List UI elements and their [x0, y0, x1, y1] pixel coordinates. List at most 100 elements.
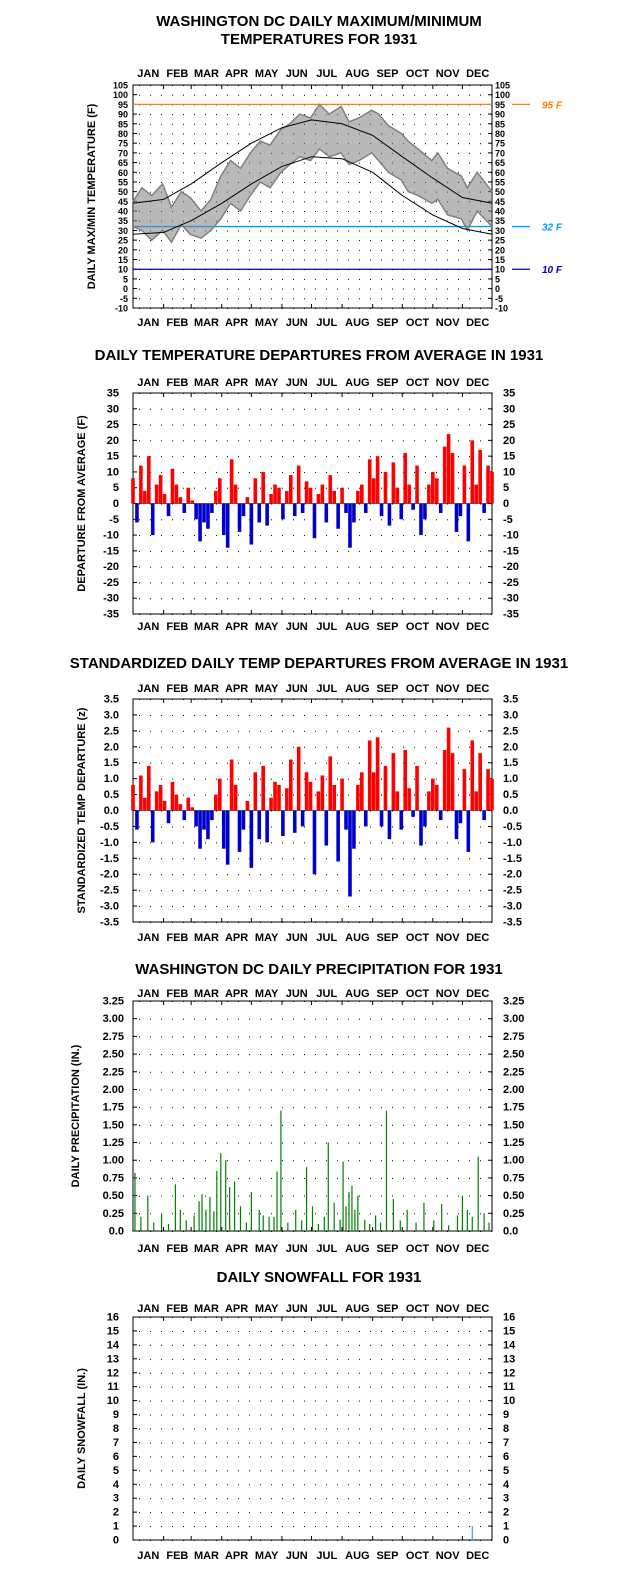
grid-dot: [370, 1526, 371, 1528]
bar: [269, 797, 273, 811]
grid-dot: [425, 1442, 426, 1444]
grid-dot: [436, 456, 437, 458]
grid-dot: [403, 1386, 404, 1388]
month-label-top: APR: [225, 68, 248, 80]
grid-dot: [183, 1054, 184, 1056]
grid-dot: [249, 922, 250, 923]
grid-dot: [271, 1470, 272, 1472]
grid-dot: [447, 906, 448, 908]
grid-dot: [425, 874, 426, 876]
grid-dot: [216, 1540, 217, 1541]
grid-dot: [282, 278, 283, 280]
grid-dot: [425, 487, 426, 489]
ytick-label-right: 90: [495, 110, 505, 120]
month-label-top: JAN: [137, 683, 159, 695]
ytick-label-right: 3.25: [503, 996, 524, 1008]
grid-dot: [381, 308, 382, 309]
grid-dot: [469, 906, 470, 908]
grid-dot: [172, 714, 173, 716]
grid-dot: [447, 566, 448, 568]
grid-dot: [161, 1317, 162, 1318]
grid-dot: [370, 550, 371, 552]
grid-dot: [392, 1386, 393, 1388]
grid-dot: [227, 1372, 228, 1374]
grid-dot: [183, 308, 184, 309]
grid-dot: [381, 1054, 382, 1056]
grid-dot: [205, 906, 206, 908]
bar: [356, 785, 360, 811]
grid-dot: [359, 94, 360, 96]
grid-dot: [469, 1213, 470, 1215]
grid-dot: [359, 598, 360, 600]
grid-dot: [458, 1428, 459, 1430]
grid-dot: [205, 1124, 206, 1126]
grid-dot: [326, 794, 327, 796]
grid-dot: [381, 1160, 382, 1162]
grid-dot: [150, 582, 151, 584]
grid-dot: [414, 240, 415, 242]
grid-dot: [425, 1195, 426, 1197]
bar: [179, 1209, 181, 1231]
grid-dot: [315, 1358, 316, 1360]
grid-dot: [304, 858, 305, 860]
grid-dot: [392, 1054, 393, 1056]
ytick-label-right: 15: [503, 1325, 515, 1337]
ytick-label-left: 14: [107, 1339, 120, 1351]
grid-dot: [480, 298, 481, 300]
grid-dot: [414, 1428, 415, 1430]
bar: [201, 1194, 203, 1231]
ytick-label-left: 8: [113, 1423, 119, 1435]
month-label-top: MAY: [255, 377, 279, 389]
grid-dot: [238, 762, 239, 764]
grid-dot: [194, 240, 195, 242]
bar: [466, 503, 471, 542]
grid-dot: [359, 211, 360, 213]
grid-dot: [326, 535, 327, 537]
grid-dot: [271, 1386, 272, 1388]
grid-dot: [293, 519, 294, 521]
grid-dot: [271, 240, 272, 242]
grid-dot: [216, 1330, 217, 1332]
grid-dot: [139, 172, 140, 174]
grid-dot: [249, 714, 250, 716]
grid-dot: [227, 614, 228, 615]
grid-dot: [337, 424, 338, 426]
grid-dot: [392, 1498, 393, 1500]
bar: [146, 456, 151, 504]
grid-dot: [227, 778, 228, 780]
grid-dot: [194, 874, 195, 876]
grid-dot: [370, 842, 371, 844]
ytick-label-right: -30: [503, 593, 519, 605]
grid-dot: [447, 1498, 448, 1500]
ytick-label-right: 1.50: [503, 1119, 524, 1131]
grid-dot: [172, 1018, 173, 1020]
grid-dot: [370, 1386, 371, 1388]
grid-dot: [425, 1470, 426, 1472]
grid-dot: [381, 181, 382, 183]
grid-dot: [480, 1400, 481, 1402]
grid-dot: [238, 582, 239, 584]
grid-dot: [293, 890, 294, 892]
grid-dot: [392, 220, 393, 222]
grid-dot: [293, 1344, 294, 1346]
grid-dot: [458, 424, 459, 426]
grid-dot: [348, 1386, 349, 1388]
grid-dot: [370, 582, 371, 584]
bar: [308, 781, 313, 811]
grid-dot: [183, 152, 184, 154]
grid-dot: [238, 1400, 239, 1402]
grid-dot: [150, 810, 151, 812]
grid-dot: [227, 746, 228, 748]
grid-dot: [480, 162, 481, 164]
grid-dot: [425, 278, 426, 280]
bar: [332, 490, 336, 504]
grid-dot: [326, 1054, 327, 1056]
ytick-label-left: 6: [113, 1451, 119, 1463]
grid-dot: [392, 746, 393, 748]
bar: [170, 468, 175, 504]
grid-dot: [150, 566, 151, 568]
grid-dot: [348, 259, 349, 261]
grid-dot: [139, 1428, 140, 1430]
month-label-bottom: NOV: [436, 317, 461, 329]
grid-dot: [139, 519, 140, 521]
